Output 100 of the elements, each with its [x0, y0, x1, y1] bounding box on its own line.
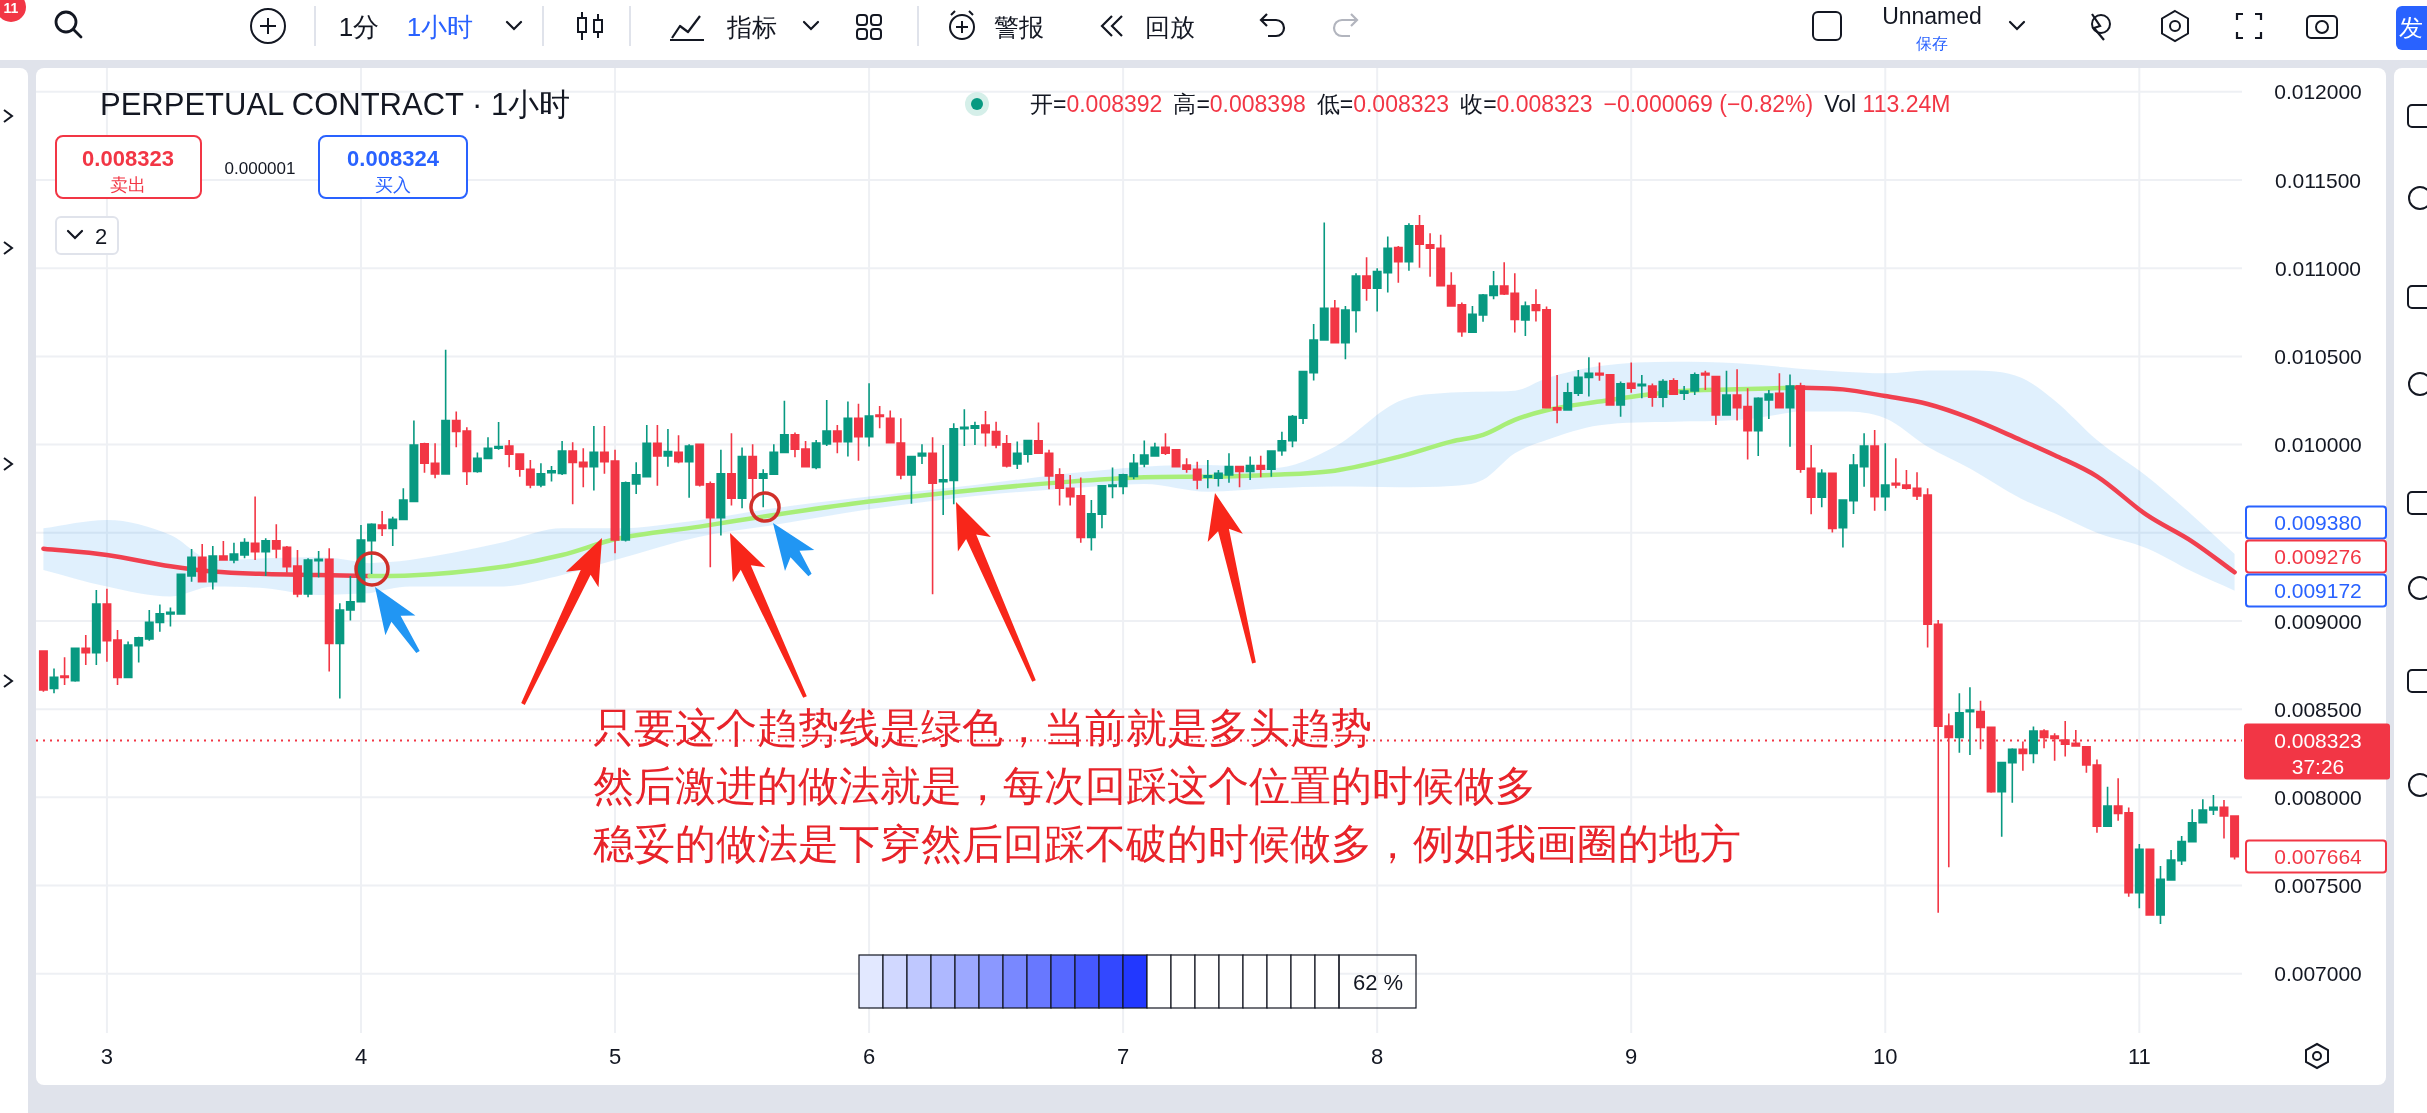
line-series — [1794, 385, 2237, 575]
candlestick — [1415, 214, 1425, 269]
ref-line-label: 0.008323 — [2274, 728, 2362, 752]
candlestick — [1954, 692, 1964, 754]
candlestick — [663, 428, 673, 468]
x-tick-label: 5 — [608, 1044, 622, 1069]
candlestick — [684, 443, 694, 499]
x-tick-label: 7 — [1116, 1044, 1130, 1069]
text: 指标 — [726, 13, 777, 41]
candlestick — [1806, 444, 1816, 516]
text: 回放 — [1145, 13, 1195, 41]
candlestick — [419, 441, 429, 474]
annotation: 高=0.008398 — [1173, 91, 1306, 117]
candlestick — [1288, 414, 1297, 449]
text: Unnamed — [1882, 3, 1982, 29]
candlestick — [1817, 468, 1827, 509]
y-tick-label: 0.008500 — [2274, 697, 2362, 721]
candlestick — [547, 465, 557, 483]
candlestick — [81, 634, 91, 666]
y-tick-label: 0.010500 — [2274, 344, 2362, 368]
candlestick — [1531, 288, 1541, 323]
candlestick — [2155, 865, 2165, 925]
text: 保存 — [1916, 35, 1948, 52]
candlestick — [790, 431, 800, 459]
candlestick — [716, 449, 726, 537]
text: 11 — [3, 0, 19, 16]
candlestick — [1520, 300, 1530, 337]
annotation: 然后激进的做法就是，每次回踩这个位置的时候做多 — [593, 763, 1536, 809]
text: 0.009380 — [2274, 511, 2362, 535]
candlestick — [1669, 377, 1679, 396]
candlestick — [1404, 222, 1414, 272]
candlestick — [335, 602, 345, 700]
candlestick — [843, 400, 853, 458]
text: 0.009172 — [2274, 579, 2362, 603]
y-tick-label: 0.007000 — [2274, 962, 2362, 986]
candlestick — [875, 405, 885, 429]
candlestick — [599, 425, 609, 475]
candlestick — [928, 436, 938, 596]
candlestick — [1859, 432, 1869, 488]
candlestick — [1467, 305, 1477, 334]
candlestick — [737, 446, 747, 510]
candlestick — [1901, 469, 1911, 491]
y-tick-label: 0.009000 — [2274, 609, 2362, 633]
candlestick — [430, 442, 440, 480]
candlestick — [70, 646, 80, 683]
candlestick — [2219, 799, 2229, 840]
y-tick-label: 0.011000 — [2274, 256, 2362, 280]
candlestick — [1891, 457, 1901, 490]
x-tick-label: 8 — [1371, 1044, 1384, 1069]
text: 发 — [2399, 14, 2423, 41]
candlestick — [779, 400, 789, 455]
candlestick — [674, 434, 684, 465]
text: 37:26 — [2291, 755, 2345, 778]
candlestick — [367, 522, 377, 575]
candlestick — [1880, 442, 1890, 512]
annotation: 收=0.008323 — [1460, 91, 1593, 117]
annotation: 62 % — [1352, 970, 1404, 995]
x-tick-label: 6 — [862, 1044, 876, 1069]
annotation: 稳妥的做法是下穿然后回踩不破的时候做多，例如我画圈的地方 — [593, 821, 1741, 867]
candlestick — [864, 382, 874, 448]
candlestick — [1721, 369, 1731, 416]
annotation: 卖出 — [110, 175, 146, 195]
candlestick — [557, 440, 567, 476]
candlestick — [1160, 432, 1170, 456]
candlestick — [1235, 465, 1245, 489]
text: 1小时 — [406, 12, 474, 42]
candlestick — [2230, 815, 2240, 861]
candlestick — [1203, 459, 1213, 490]
candlestick — [1838, 498, 1848, 549]
candlestick — [49, 667, 59, 695]
candlestick — [388, 515, 398, 547]
candlestick — [1351, 272, 1361, 334]
candlestick — [2103, 785, 2113, 827]
candlestick — [1637, 374, 1647, 400]
candlestick — [229, 541, 239, 565]
annotation: 买入 — [375, 175, 411, 195]
candlestick — [695, 443, 705, 488]
candlestick — [441, 349, 451, 475]
candlestick — [1563, 381, 1573, 412]
candlestick — [801, 440, 811, 469]
candlestick — [1647, 382, 1657, 408]
annotation: 低=0.008323 — [1316, 91, 1450, 117]
candlestick — [1542, 305, 1552, 409]
candlestick — [621, 480, 631, 543]
x-tick-label: 3 — [100, 1044, 114, 1069]
candlestick — [1340, 305, 1350, 361]
candlestick — [525, 459, 535, 490]
candlestick — [1256, 455, 1266, 479]
candlestick — [1785, 373, 1795, 448]
candlestick — [1997, 760, 2007, 838]
y-tick-label: 0.010000 — [2274, 433, 2362, 457]
candlestick — [589, 425, 599, 492]
candlestick — [2134, 843, 2144, 910]
candlestick — [2208, 794, 2218, 816]
annotation: 2 — [94, 224, 108, 249]
annotation: 只要这个趋势线是绿色，当前就是多头趋势 — [593, 705, 1372, 751]
text: PERPETUAL CONTRACT · 1小时 — [100, 87, 571, 122]
candlestick — [1965, 686, 1975, 756]
candlestick — [250, 495, 260, 561]
candlestick — [472, 451, 482, 474]
